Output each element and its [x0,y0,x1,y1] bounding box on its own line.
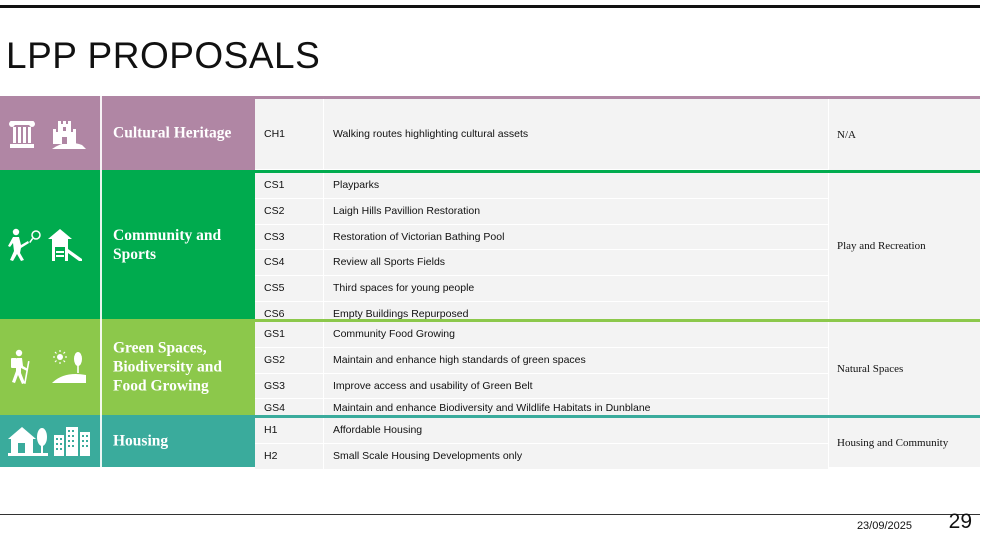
section-divider [255,415,980,418]
rows: H1 Affordable Housing H2 Small Scale Hou… [255,418,828,470]
table-row: CS4 Review all Sports Fields [255,250,828,277]
section-community-sports: Community and Sports CS1 Playparks CS2 L… [0,170,980,328]
row-code: CS5 [264,282,285,295]
tennis-player-icon [8,228,41,261]
row-code: GS4 [264,402,286,415]
row-code: H1 [264,424,278,436]
row-code: GS2 [264,353,286,366]
category-cell: Green Spaces, Biodiversity and Food Grow… [0,319,255,415]
section-cultural-heritage: Cultural Heritage CH1 Walking routes hig… [0,96,980,170]
top-rule [0,5,980,8]
category-label: Housing [113,432,169,450]
rows: CS1 Playparks CS2 Laigh Hills Pavillion … [255,173,828,328]
table-row: CS1 Playparks [255,173,828,199]
section-divider [255,96,980,99]
column-divider [323,322,324,347]
row-code: CS2 [264,204,285,217]
theme-label: N/A [837,128,856,141]
table-row: CS5 Third spaces for young people [255,276,828,302]
buildings-icon [54,427,90,456]
row-code: CS1 [264,179,285,191]
theme-cell: Housing and Community [828,418,980,467]
category-label: Community and Sports [113,226,222,263]
row-description: Laigh Hills Pavillion Restoration [333,204,481,217]
column-divider [323,250,324,276]
bottom-rule [0,514,980,515]
row-description: Maintain and enhance Biodiversity and Wi… [333,402,651,415]
row-code: CS6 [264,307,285,320]
row-code: CS3 [264,230,285,243]
table-row: GS1 Community Food Growing [255,322,828,348]
table-row: H2 Small Scale Housing Developments only [255,443,828,470]
theme-label: Play and Recreation [837,240,926,252]
category-cell: Community and Sports [0,170,255,319]
row-description: Maintain and enhance high standards of g… [333,353,586,366]
column-divider [323,276,324,301]
castle-icon [52,121,86,149]
rows: GS1 Community Food Growing GS2 Maintain … [255,322,828,419]
column-divider [323,347,324,373]
theme-cell: Natural Spaces [828,322,980,415]
category-cell: Housing [0,415,255,467]
proposals-table: Cultural Heritage CH1 Walking routes hig… [0,96,980,470]
rows: CH1 Walking routes highlighting cultural… [255,99,828,170]
table-row: CS3 Restoration of Victorian Bathing Poo… [255,224,828,251]
category-icons [0,415,102,467]
row-description: Empty Buildings Repurposed [333,307,469,320]
column-divider [323,99,324,169]
row-code: H2 [264,449,278,462]
theme-label: Natural Spaces [837,362,904,375]
theme-cell: Play and Recreation [828,173,980,319]
table-row: GS4 Maintain and enhance Biodiversity an… [255,399,828,419]
category-label: Cultural Heritage [113,124,232,142]
row-description: Community Food Growing [333,328,455,340]
landscape-icon [52,350,86,383]
column-divider [323,418,324,443]
column-divider [323,198,324,224]
column-divider [323,399,324,418]
table-row: H1 Affordable Housing [255,418,828,444]
row-code: CH1 [264,128,286,140]
playground-icon [48,228,82,261]
footer-date: 23/09/2025 [856,520,912,532]
column-icon [9,121,35,148]
table-row: GS3 Improve access and usability of Gree… [255,373,828,400]
column-divider [323,224,324,250]
row-description: Improve access and usability of Green Be… [333,379,533,392]
category-label: Green Spaces, Biodiversity and Food Grow… [113,339,222,395]
section-housing: Housing H1 Affordable Housing H2 Small S… [0,415,980,470]
table-row: CH1 Walking routes highlighting cultural… [255,99,828,170]
column-divider [323,173,324,198]
category-icons [0,319,102,415]
row-description: Small Scale Housing Developments only [333,449,523,462]
row-description: Walking routes highlighting cultural ass… [333,128,529,140]
row-description: Third spaces for young people [333,282,475,295]
section-green-spaces: Green Spaces, Biodiversity and Food Grow… [0,319,980,419]
house-icon [8,427,48,456]
row-description: Affordable Housing [333,424,423,436]
row-description: Playparks [333,179,380,191]
hiker-icon [11,349,30,384]
row-code: GS1 [264,328,286,340]
column-divider [323,373,324,399]
row-code: GS3 [264,379,286,392]
category-cell: Cultural Heritage [0,96,255,170]
table-row: CS2 Laigh Hills Pavillion Restoration [255,198,828,225]
row-description: Restoration of Victorian Bathing Pool [333,230,505,243]
row-description: Review all Sports Fields [333,256,446,269]
theme-label: Housing and Community [837,436,949,449]
theme-cell: N/A [828,99,980,170]
category-icons [0,96,102,170]
section-divider [255,319,980,322]
row-code: CS4 [264,256,285,269]
table-row: GS2 Maintain and enhance high standards … [255,347,828,374]
page-title: LPP PROPOSALS [6,35,321,76]
column-divider [323,443,324,469]
category-icons [0,170,102,319]
section-divider [255,170,980,173]
page-number: 29 [948,510,972,533]
column-divider [323,301,324,327]
